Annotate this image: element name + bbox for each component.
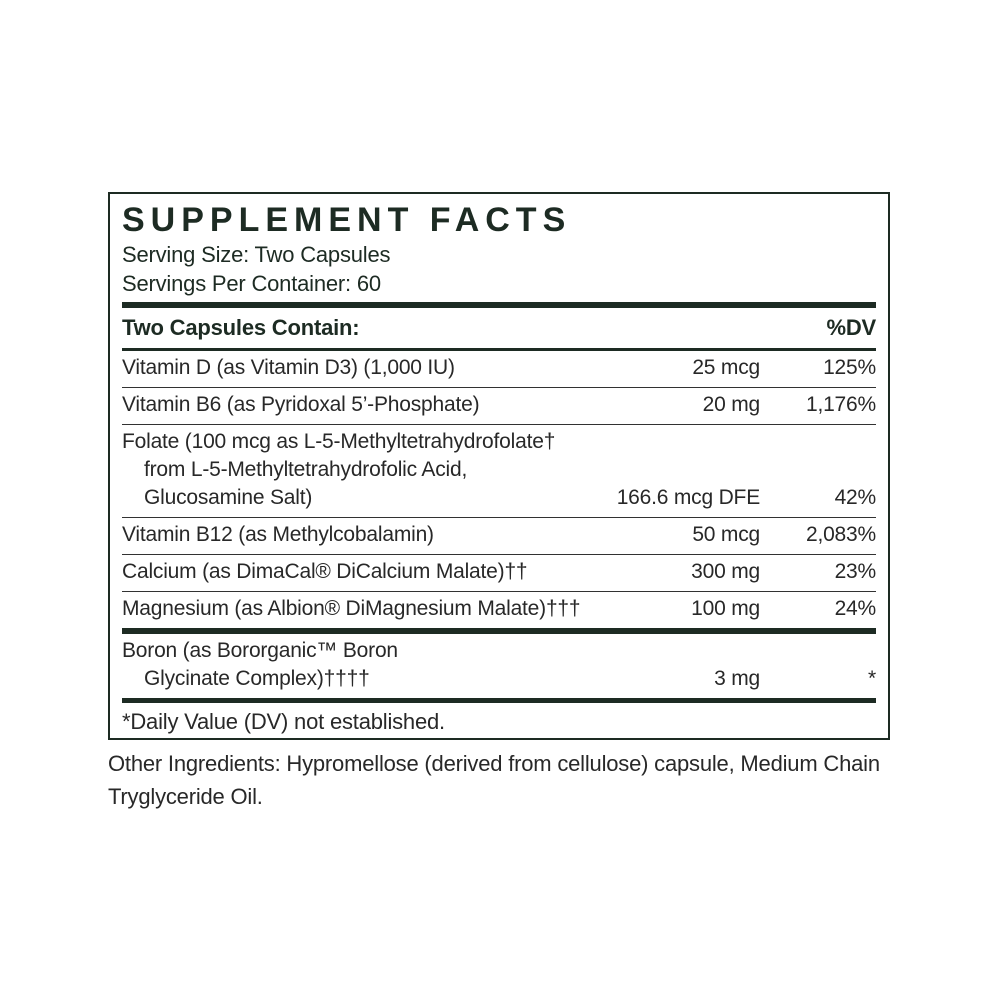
table-row: Vitamin D (as Vitamin D3) (1,000 IU) 25 m… <box>122 351 876 387</box>
divider-thick-top <box>122 302 876 308</box>
divider-thick-middle <box>122 628 876 634</box>
ingredient-name: Folate (100 mcg as L-5-Methyltetrahydrof… <box>122 428 580 512</box>
ingredient-name-line: Vitamin B12 (as Methylcobalamin) <box>122 523 434 546</box>
ingredient-name-line: Magnesium (as Albion® DiMagnesium Malate… <box>122 597 581 620</box>
ingredient-name: Magnesium (as Albion® DiMagnesium Malate… <box>122 595 581 623</box>
ingredient-name: Calcium (as DimaCal® DiCalcium Malate)†† <box>122 558 580 586</box>
ingredient-amount: 20 mg <box>702 393 761 416</box>
ingredient-dv: 23% <box>834 560 877 583</box>
divider-above-footnote <box>122 698 876 703</box>
ingredient-amount: 25 mcg <box>692 356 760 379</box>
ingredient-name: Boron (as Bororganic™ Boron Glycinate Com… <box>122 637 580 693</box>
table-header-row: Two Capsules Contain: %DV <box>122 308 876 348</box>
ingredient-name: Vitamin D (as Vitamin D3) (1,000 IU) <box>122 354 580 382</box>
ingredient-dv: 24% <box>834 597 877 620</box>
table-row: Folate (100 mcg as L-5-Methyltetrahydrof… <box>122 424 876 517</box>
ingredient-name-line: from L-5-Methyltetrahydrofolic Acid, <box>144 458 468 481</box>
ingredient-name: Vitamin B6 (as Pyridoxal 5’-Phosphate) <box>122 391 580 419</box>
ingredient-name: Vitamin B12 (as Methylcobalamin) <box>122 521 580 549</box>
ingredient-name-line: Boron (as Bororganic™ Boron <box>122 639 398 662</box>
table-row: Vitamin B12 (as Methylcobalamin) 50 mcg 2,… <box>122 517 876 554</box>
ingredient-amount: 3 mg <box>714 667 760 690</box>
column-header-dv: %DV <box>826 315 876 340</box>
ingredient-name-line: Calcium (as DimaCal® DiCalcium Malate)†† <box>122 560 528 583</box>
ingredient-amount: 300 mg <box>691 560 760 583</box>
serving-size: Serving Size: Two Capsules <box>122 242 391 267</box>
daily-value-footnote: *Daily Value (DV) not established. <box>122 709 445 734</box>
table-row: Vitamin B6 (as Pyridoxal 5’-Phosphate) 20… <box>122 387 876 424</box>
other-ingredients-line1: Other Ingredients: Hypromellose (derived… <box>108 751 880 776</box>
ingredient-dv: 42% <box>834 486 877 509</box>
ingredient-amount: 50 mcg <box>692 523 760 546</box>
ingredient-name-line: Folate (100 mcg as L-5-Methyltetrahydrof… <box>122 430 556 453</box>
supplement-facts-panel: SUPPLEMENT FACTS Serving Size: Two Capsu… <box>108 192 890 740</box>
ingredient-dv: * <box>868 667 876 690</box>
ingredient-name-line: Glycinate Complex)†††† <box>144 667 370 690</box>
ingredient-rows-no-dv: Boron (as Bororganic™ Boron Glycinate Com… <box>122 634 876 698</box>
ingredient-amount: 166.6 mcg DFE <box>616 486 760 509</box>
ingredient-dv: 1,176% <box>805 393 876 416</box>
ingredient-name-line: Vitamin D (as Vitamin D3) (1,000 IU) <box>122 356 455 379</box>
panel-title: SUPPLEMENT FACTS <box>122 201 572 239</box>
ingredient-dv: 125% <box>823 356 876 379</box>
ingredient-name-line: Vitamin B6 (as Pyridoxal 5’-Phosphate) <box>122 393 480 416</box>
servings-per-container: Servings Per Container: 60 <box>122 271 381 296</box>
ingredient-amount: 100 mg <box>691 597 760 620</box>
ingredient-name-line: Glucosamine Salt) <box>144 486 313 509</box>
ingredient-rows-main: Vitamin D (as Vitamin D3) (1,000 IU) 25 m… <box>122 351 876 628</box>
divider-under-header <box>122 348 876 351</box>
table-row: Boron (as Bororganic™ Boron Glycinate Com… <box>122 634 876 698</box>
ingredient-dv: 2,083% <box>805 523 876 546</box>
table-row: Calcium (as DimaCal® DiCalcium Malate)††… <box>122 554 876 591</box>
column-header-contains: Two Capsules Contain: <box>122 315 360 340</box>
table-row: Magnesium (as Albion® DiMagnesium Malate… <box>122 591 876 628</box>
other-ingredients: Other Ingredients: Hypromellose (derived… <box>108 747 908 813</box>
other-ingredients-line2: Tryglyceride Oil. <box>108 784 263 809</box>
